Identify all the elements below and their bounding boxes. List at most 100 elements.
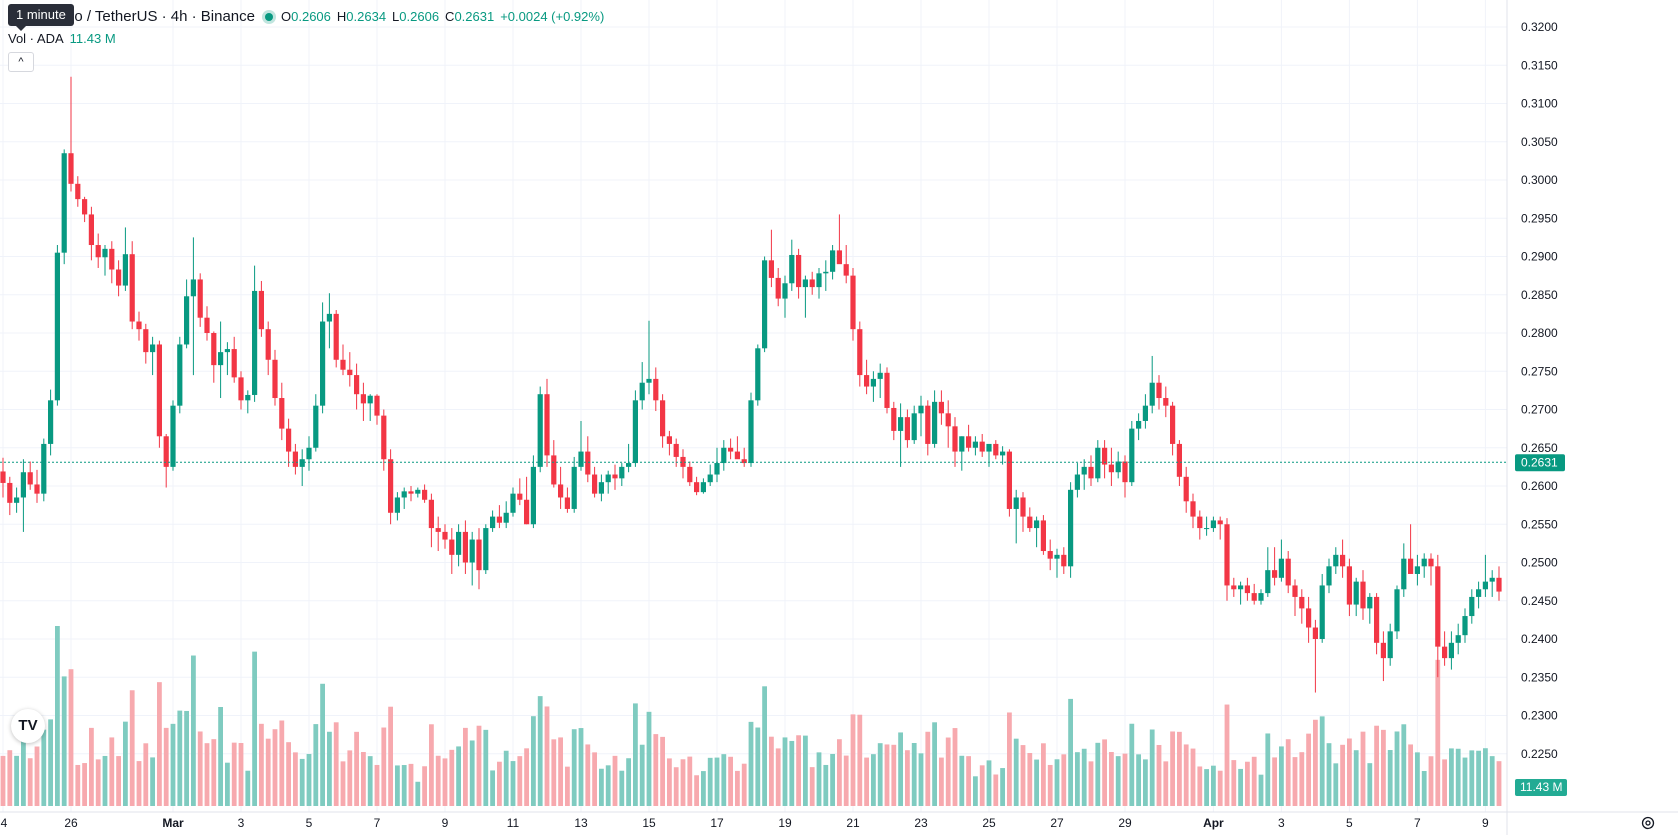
volume-bar	[61, 676, 67, 806]
volume-bar	[1129, 723, 1135, 806]
candle-body	[1088, 466, 1094, 479]
price-tick-label: 0.2300	[1521, 709, 1558, 723]
price-tick-label: 0.2250	[1521, 747, 1558, 761]
volume-bar	[347, 750, 353, 806]
candle-body	[374, 395, 380, 416]
candle-body	[1204, 528, 1210, 530]
volume-bar	[1367, 763, 1373, 806]
candle-body	[190, 279, 196, 297]
candle-body	[796, 254, 802, 288]
volume-bar	[225, 762, 230, 806]
candle-body	[1292, 585, 1298, 597]
volume-bar	[395, 765, 400, 806]
volume-bar	[238, 743, 244, 806]
volume-legend[interactable]: Vol · ADA 11.43 M	[8, 31, 116, 46]
volume-bar	[75, 764, 81, 806]
volume-bar	[1394, 731, 1400, 806]
candle-body	[170, 405, 176, 467]
candle-body	[1278, 558, 1284, 578]
volume-bar	[1469, 750, 1475, 806]
volume-bar	[68, 669, 74, 806]
volume-bar	[354, 731, 359, 806]
volume-bar	[612, 755, 618, 806]
volume-bar	[673, 767, 679, 806]
candle-body	[313, 405, 319, 448]
candle-body	[456, 531, 462, 555]
candle-body	[993, 443, 999, 456]
candle-body	[82, 199, 88, 215]
volume-bar	[320, 683, 325, 806]
candle-body	[537, 394, 543, 467]
gear-icon[interactable]	[1640, 815, 1656, 831]
volume-bar	[680, 759, 686, 806]
candle-body	[898, 417, 904, 431]
volume-bar	[1149, 729, 1155, 806]
chevron-up-icon: ^	[18, 56, 24, 68]
candle-body	[184, 296, 190, 345]
symbol-title[interactable]: no / TetherUS · 4h · Binance	[66, 8, 255, 25]
volume-bar	[408, 763, 414, 806]
candle-body	[34, 484, 40, 494]
candle-body	[1476, 589, 1482, 597]
volume-bar	[1496, 761, 1502, 806]
candle-body	[1047, 551, 1053, 559]
volume-bar	[490, 770, 495, 806]
symbol-legend[interactable]: no / TetherUS · 4h · Binance O0.2606 H0.26…	[8, 6, 610, 26]
candle-body	[843, 264, 849, 276]
candle-body	[714, 463, 720, 475]
tradingview-logo[interactable]: TV	[11, 709, 45, 743]
price-axis[interactable]: 0.3200 0.3150 0.3100 0.3050 0.3000 0.2950 0.29…	[1506, 0, 1558, 835]
candle-body	[347, 369, 353, 376]
volume-bar	[803, 735, 808, 806]
candle-body	[877, 372, 883, 379]
volume-bar	[129, 690, 135, 806]
candle-body	[1360, 581, 1366, 609]
time-tick-label: 9	[1482, 816, 1489, 830]
volume-bar	[1177, 731, 1182, 806]
candle-body	[7, 482, 13, 503]
volume-bar	[1109, 752, 1114, 806]
volume-bar	[1245, 761, 1250, 806]
candle-body	[1312, 627, 1318, 639]
candle-body	[1238, 585, 1244, 590]
price-tick-label: 0.3000	[1521, 173, 1558, 187]
last-volume-label: 11.43 M	[1520, 780, 1562, 794]
volume-bar	[932, 722, 937, 806]
volume-bar	[306, 753, 312, 806]
time-axis[interactable]: 4 26 Mar 3 5 7 9 11 13 15 17 19 21 23 25 27 29 Apr 3 5 7 9	[0, 811, 1678, 830]
candle-body	[272, 359, 278, 399]
price-tick-label: 0.2550	[1521, 517, 1558, 531]
candle-body	[252, 290, 258, 395]
volume-bar	[979, 765, 985, 806]
volume-bar	[14, 755, 19, 806]
candle-body	[435, 528, 441, 532]
volume-bar	[816, 752, 822, 806]
candle-body	[1469, 596, 1475, 617]
candle-body	[1190, 501, 1196, 517]
volume-bar	[1143, 759, 1148, 806]
volume-bar	[1007, 712, 1012, 806]
price-tick-label: 0.3100	[1521, 97, 1558, 111]
volume-bar	[993, 774, 999, 806]
collapse-legend-button[interactable]: ^	[8, 52, 34, 72]
open-value: 0.2606	[291, 9, 331, 24]
candle-body	[1034, 520, 1040, 529]
candle-body	[524, 499, 530, 525]
volume-bar	[279, 720, 285, 806]
volume-bar	[123, 721, 128, 806]
volume-bar	[565, 766, 570, 806]
volume-bar	[1285, 739, 1291, 806]
volume-bar	[1374, 725, 1379, 806]
candle-body	[1027, 516, 1033, 529]
volume-bar	[544, 706, 550, 806]
volume-bar	[1183, 744, 1189, 806]
last-price-badge: 0.2631	[1515, 454, 1565, 472]
volume-bar	[184, 710, 189, 806]
volume-bar	[986, 760, 992, 806]
candle-body	[585, 451, 591, 475]
change-value: +0.0024 (+0.92%)	[500, 9, 605, 24]
candle-body	[891, 407, 897, 431]
candle-body	[1013, 497, 1019, 509]
volume-bar	[1279, 746, 1284, 806]
